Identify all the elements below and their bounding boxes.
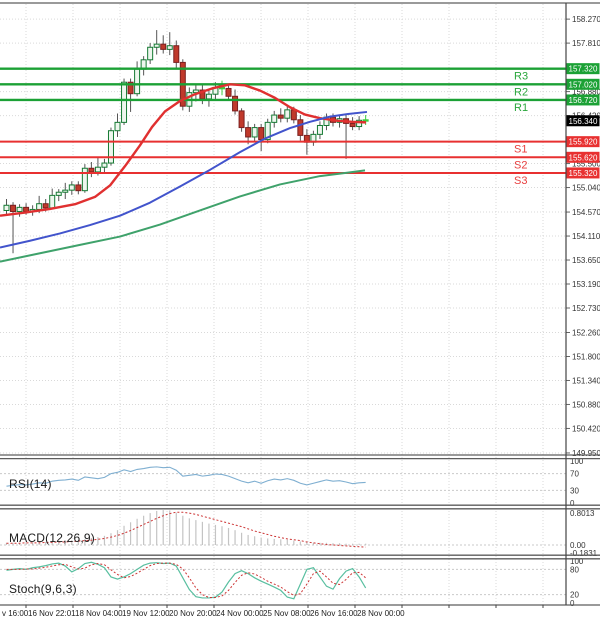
time-axis-labels: v 16:00 16 Nov 22:01 18 Nov 04:00 19 Nov 12… [2, 605, 544, 618]
svg-text:S3: S3 [514, 175, 527, 187]
svg-text:19 Nov 12:00: 19 Nov 12:00 [122, 609, 170, 618]
svg-text:155.920: 155.920 [569, 138, 598, 147]
svg-text:150.880: 150.880 [572, 400, 600, 409]
svg-text:155.040: 155.040 [572, 184, 600, 193]
time-gridlines [25, 4, 544, 605]
svg-text:0: 0 [570, 499, 575, 508]
svg-text:155.320: 155.320 [569, 169, 598, 178]
svg-text:25 Nov 08:00: 25 Nov 08:00 [263, 609, 311, 618]
svg-text:153.190: 153.190 [572, 280, 600, 289]
macd-signal-line [6, 511, 366, 548]
svg-text:157.320: 157.320 [569, 65, 598, 74]
svg-text:80: 80 [570, 565, 579, 574]
svg-text:S2: S2 [514, 159, 527, 171]
stoch-k-line [6, 561, 367, 600]
ma-fast-red [0, 83, 367, 217]
svg-text:24 Nov 00:00: 24 Nov 00:00 [216, 609, 264, 618]
sr-levels-layer: R3 R2 R1 S1 S2 S3 [0, 67, 566, 187]
rsi-line [6, 466, 366, 487]
ma-mid-blue [0, 110, 368, 249]
svg-text:v 16:00: v 16:00 [2, 609, 29, 618]
svg-text:157.810: 157.810 [572, 39, 600, 48]
svg-text:20: 20 [570, 591, 579, 600]
svg-text:0.8013: 0.8013 [570, 509, 595, 518]
svg-text:18 Nov 04:00: 18 Nov 04:00 [75, 609, 123, 618]
svg-text:155.500: 155.500 [572, 160, 600, 169]
svg-text:150.420: 150.420 [572, 424, 600, 433]
svg-text:S1: S1 [514, 144, 527, 156]
svg-text:152.260: 152.260 [572, 329, 600, 338]
svg-text:154.110: 154.110 [572, 232, 600, 241]
svg-text:30: 30 [570, 486, 579, 495]
svg-text:100: 100 [570, 557, 584, 566]
svg-text:0: 0 [570, 599, 575, 608]
svg-text:26 Nov 16:00: 26 Nov 16:00 [310, 609, 358, 618]
svg-text:-0.1831: -0.1831 [570, 549, 598, 558]
panel-separators [0, 2, 600, 606]
svg-text:100: 100 [570, 457, 584, 466]
svg-text:158.270: 158.270 [572, 15, 600, 24]
svg-text:151.800: 151.800 [572, 352, 600, 361]
svg-text:R3: R3 [514, 71, 528, 83]
macd-panel: 0.8013 0.00-0.1831 [0, 509, 598, 558]
svg-text:28 Nov 00:00: 28 Nov 00:00 [357, 609, 405, 618]
svg-text:157.020: 157.020 [569, 80, 598, 89]
price-axis-labels: 158.270157.810156.880156.420155.500155.0… [566, 15, 600, 458]
level-badges: 157.320 157.020 156.720 155.920 155.620 155.3… [566, 63, 600, 179]
svg-text:151.340: 151.340 [572, 376, 600, 385]
svg-text:156.720: 156.720 [569, 96, 598, 105]
svg-text:0.00: 0.00 [570, 541, 586, 550]
svg-text:156.880: 156.880 [572, 88, 600, 97]
svg-text:R1: R1 [514, 102, 528, 114]
svg-text:152.730: 152.730 [572, 304, 600, 313]
price-gridlines [0, 18, 566, 454]
moving-averages-layer [0, 83, 368, 263]
svg-text:149.950: 149.950 [572, 449, 600, 458]
svg-text:70: 70 [570, 470, 579, 479]
svg-text:155.620: 155.620 [569, 153, 598, 162]
svg-text:16 Nov 22:01: 16 Nov 22:01 [28, 609, 76, 618]
stoch-d-line [6, 562, 366, 599]
ma-slow-green [0, 169, 366, 263]
candlestick-layer [3, 30, 369, 254]
svg-text:154.570: 154.570 [572, 208, 600, 217]
svg-text:20 Nov 20:00: 20 Nov 20:00 [169, 609, 217, 618]
svg-text:153.650: 153.650 [572, 256, 600, 265]
rsi-panel: 100 70 30 0 [0, 457, 584, 508]
svg-text:R2: R2 [514, 86, 528, 98]
svg-text:156.340: 156.340 [569, 117, 598, 126]
